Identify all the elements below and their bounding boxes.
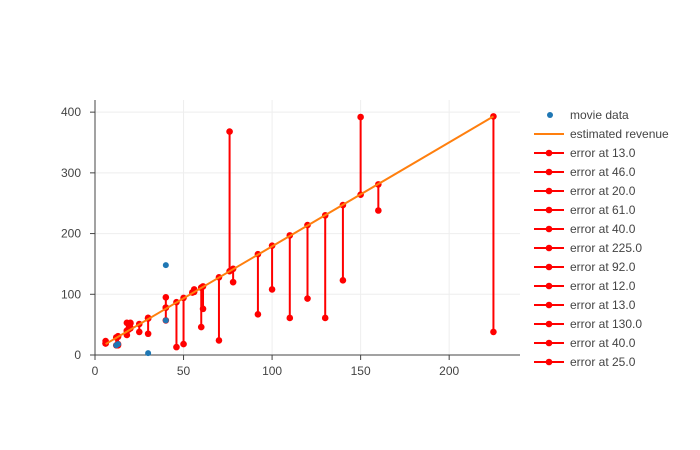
error-segment xyxy=(339,201,347,284)
error-marker-actual xyxy=(304,295,311,302)
error-marker-actual xyxy=(268,286,276,293)
error-marker-actual xyxy=(180,340,187,348)
legend-label: estimated revenue xyxy=(570,127,669,141)
error-segment xyxy=(268,242,276,293)
error-marker-actual xyxy=(357,113,364,121)
error-marker-actual xyxy=(197,323,205,331)
legend-item[interactable]: error at 225.0 xyxy=(534,241,642,255)
movie-data-point xyxy=(115,341,122,348)
legend[interactable]: movie data estimated revenue error at 13.0… xyxy=(534,108,669,369)
legend-marker xyxy=(545,149,553,157)
legend-label: error at 225.0 xyxy=(570,241,642,255)
legend-label: error at 61.0 xyxy=(570,203,636,217)
error-marker-actual xyxy=(162,294,170,301)
legend-item[interactable]: error at 40.0 xyxy=(534,336,636,350)
legend-marker xyxy=(545,168,553,176)
error-segment xyxy=(254,250,262,318)
estimated-revenue-line xyxy=(105,115,494,345)
x-tick-label: 200 xyxy=(439,364,459,378)
legend-item[interactable]: error at 25.0 xyxy=(534,355,636,369)
error-segment xyxy=(357,113,364,199)
error-segment xyxy=(180,294,187,348)
error-marker-actual xyxy=(490,328,497,336)
legend-marker xyxy=(545,225,553,233)
legend-marker xyxy=(545,358,553,366)
error-marker-actual xyxy=(321,314,329,322)
error-marker-actual xyxy=(226,128,233,135)
legend-marker xyxy=(545,301,553,309)
movie-data-point xyxy=(145,350,152,357)
y-tick-label: 300 xyxy=(61,166,81,180)
y-tick-label: 0 xyxy=(74,348,81,362)
legend-marker xyxy=(545,244,553,252)
error-marker-actual xyxy=(286,314,294,322)
legend-marker xyxy=(545,206,553,214)
x-tick-label: 0 xyxy=(92,364,99,378)
legend-label: error at 46.0 xyxy=(570,165,636,179)
legend-label: error at 13.0 xyxy=(570,298,636,312)
legend-label: error at 40.0 xyxy=(570,336,636,350)
error-marker-actual xyxy=(135,328,143,336)
movie-data-point xyxy=(162,317,169,324)
legend-label: error at 130.0 xyxy=(570,317,642,331)
legend-item[interactable]: error at 13.0 xyxy=(534,146,636,160)
error-segment xyxy=(226,128,233,275)
error-marker-actual xyxy=(229,278,237,286)
legend-marker xyxy=(545,263,553,271)
error-segment xyxy=(173,298,180,351)
x-tick-label: 50 xyxy=(177,364,191,378)
legend-item[interactable]: error at 13.0 xyxy=(534,298,636,312)
error-segment xyxy=(490,113,497,336)
legend-label: error at 12.0 xyxy=(570,279,636,293)
legend-marker xyxy=(545,339,553,347)
legend-label: error at 25.0 xyxy=(570,355,636,369)
legend-label: movie data xyxy=(570,108,629,122)
error-marker-actual xyxy=(215,337,223,344)
error-marker-actual xyxy=(173,343,180,351)
legend-item[interactable]: movie data xyxy=(547,108,629,122)
error-segment xyxy=(215,273,223,344)
error-segment xyxy=(321,212,329,322)
legend-item[interactable]: error at 61.0 xyxy=(534,203,636,217)
error-marker-actual xyxy=(375,207,382,214)
x-tick-label: 100 xyxy=(262,364,282,378)
fit-line-layer xyxy=(105,115,494,345)
error-marker-actual xyxy=(144,330,152,338)
legend-label: error at 92.0 xyxy=(570,260,636,274)
legend-marker xyxy=(547,112,553,118)
legend-item[interactable]: error at 130.0 xyxy=(534,317,642,331)
error-segment xyxy=(286,232,294,322)
movie-data-point xyxy=(162,262,169,269)
legend-label: error at 13.0 xyxy=(570,146,636,160)
movie-data-points xyxy=(113,262,169,357)
legend-item[interactable]: error at 46.0 xyxy=(534,165,636,179)
y-tick-label: 200 xyxy=(61,227,81,241)
x-tick-label: 150 xyxy=(351,364,371,378)
legend-item[interactable]: error at 20.0 xyxy=(534,184,636,198)
error-marker-actual xyxy=(127,319,134,327)
y-axis-ticks: 0 100 200 300 400 xyxy=(61,105,95,362)
legend-marker xyxy=(545,187,553,195)
legend-label: error at 20.0 xyxy=(570,184,636,198)
error-marker-actual xyxy=(254,311,262,318)
legend-item[interactable]: error at 92.0 xyxy=(534,260,636,274)
legend-marker xyxy=(545,282,553,290)
error-marker-actual xyxy=(339,277,347,284)
x-axis-ticks: 0 50 100 150 200 xyxy=(92,355,459,378)
y-tick-label: 400 xyxy=(61,105,81,119)
legend-item[interactable]: estimated revenue xyxy=(534,127,669,141)
legend-item[interactable]: error at 40.0 xyxy=(534,222,636,236)
legend-label: error at 40.0 xyxy=(570,222,636,236)
legend-item[interactable]: error at 12.0 xyxy=(534,279,636,293)
legend-marker xyxy=(545,320,553,328)
y-tick-label: 100 xyxy=(61,287,81,301)
